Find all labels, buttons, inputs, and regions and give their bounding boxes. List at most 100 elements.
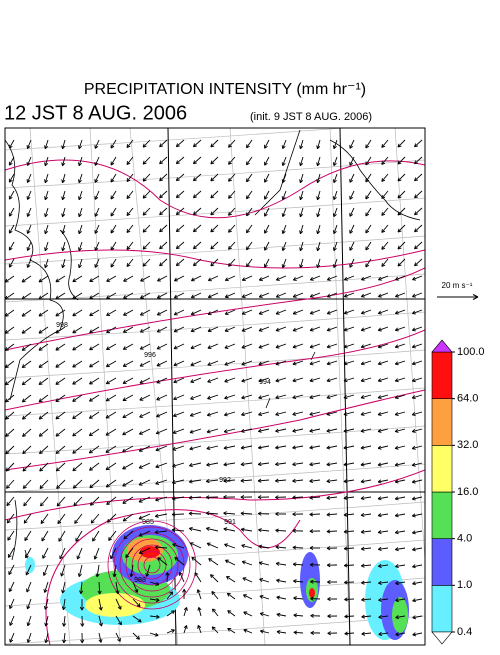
contour-label: 985 [142,519,154,526]
wind-vector [40,480,48,489]
wind-vector [106,446,116,452]
wind-vector [22,378,31,385]
contour-label: 988 [134,577,146,584]
wind-vector [5,378,14,385]
wind-vector [23,480,31,488]
wind-vector [39,412,48,419]
wind-vector [39,446,48,454]
wind-vector [160,225,167,232]
precip-area [85,593,145,617]
wind-vector [22,395,31,402]
colorbar-segment [432,352,452,399]
wind-vector [176,191,184,198]
graticule [5,274,425,302]
wind-vector [56,446,65,454]
wind-vector [415,259,422,266]
wind-vector [211,242,218,249]
precip-area [309,588,315,598]
wind-vector [109,531,116,540]
wind-vector [193,225,201,232]
wind-vector [143,157,150,164]
colorbar-label: 100.0 [457,346,485,358]
isobar [5,470,425,520]
wind-vector [193,140,201,147]
wind-vector [160,140,167,147]
wind-vector [211,191,218,198]
wind-vector [210,575,218,582]
wind-vector [73,463,82,471]
wind-vector [211,140,218,147]
map-frame [5,128,425,645]
wind-vector [211,225,218,232]
wind-vector [398,242,405,249]
colorbar-segment [432,445,452,492]
precip-area [25,557,35,573]
wind-vector [39,429,48,436]
graticule [5,198,425,226]
wind-vector [398,259,405,266]
wind-vector [193,242,201,249]
wind-vector [5,395,14,402]
wind-vector [143,225,150,232]
wind-vector [211,157,218,164]
colorbar-segment [432,492,452,539]
wind-vector [7,514,14,523]
wind-vector [193,157,201,164]
wind-vector [398,157,405,164]
graticule [230,128,265,645]
colorbar-segment [432,585,452,632]
wind-vector [106,463,116,470]
colorbar-under [432,632,452,644]
colorbar-label: 32.0 [457,439,478,451]
graticule [5,122,425,150]
wind-vector [193,174,201,181]
wind-vector [193,259,201,266]
wind-vector [176,242,184,249]
isobar [5,250,425,268]
wind-vector [23,429,31,436]
wind-vector [40,497,48,506]
wind-vector [176,225,184,232]
wind-vector [143,208,150,215]
graticule [5,464,425,492]
wind-vector [7,497,14,506]
coastline [255,130,420,220]
colorbar-label: 4.0 [457,533,472,545]
wind-vector [398,140,405,147]
wind-vector [415,191,422,198]
graticule [5,236,425,264]
wind-vector [209,559,218,565]
graticule [330,128,350,645]
wind-vector [143,140,150,147]
wind-vector [22,361,31,368]
wind-vector [24,497,31,506]
wind-vector [176,259,184,266]
wind-vector [415,225,422,232]
wind-vector [398,174,405,181]
wind-vector [189,513,201,514]
wind-vector [91,514,99,523]
wind-vector [39,378,48,385]
wind-vector [6,480,14,488]
colorbar-label: 16.0 [457,486,478,498]
wind-vector [75,514,82,524]
wind-vector [6,446,14,454]
wind-vector [415,242,422,249]
contour-label: 996 [144,352,156,359]
title: PRECIPITATION INTENSITY (mm hr⁻¹) [84,81,366,98]
wind-vector [211,208,218,215]
precip-area [392,597,408,633]
isobar [5,160,425,218]
colorbar-segment [432,399,452,446]
wind-vector [160,191,167,198]
wind-vector [89,429,99,436]
wind-vector [22,412,31,419]
wind-vector [160,259,167,266]
wind-vector [193,191,201,198]
wind-vector [39,395,48,402]
wind-vector [415,174,422,181]
wind-vector [107,514,116,522]
